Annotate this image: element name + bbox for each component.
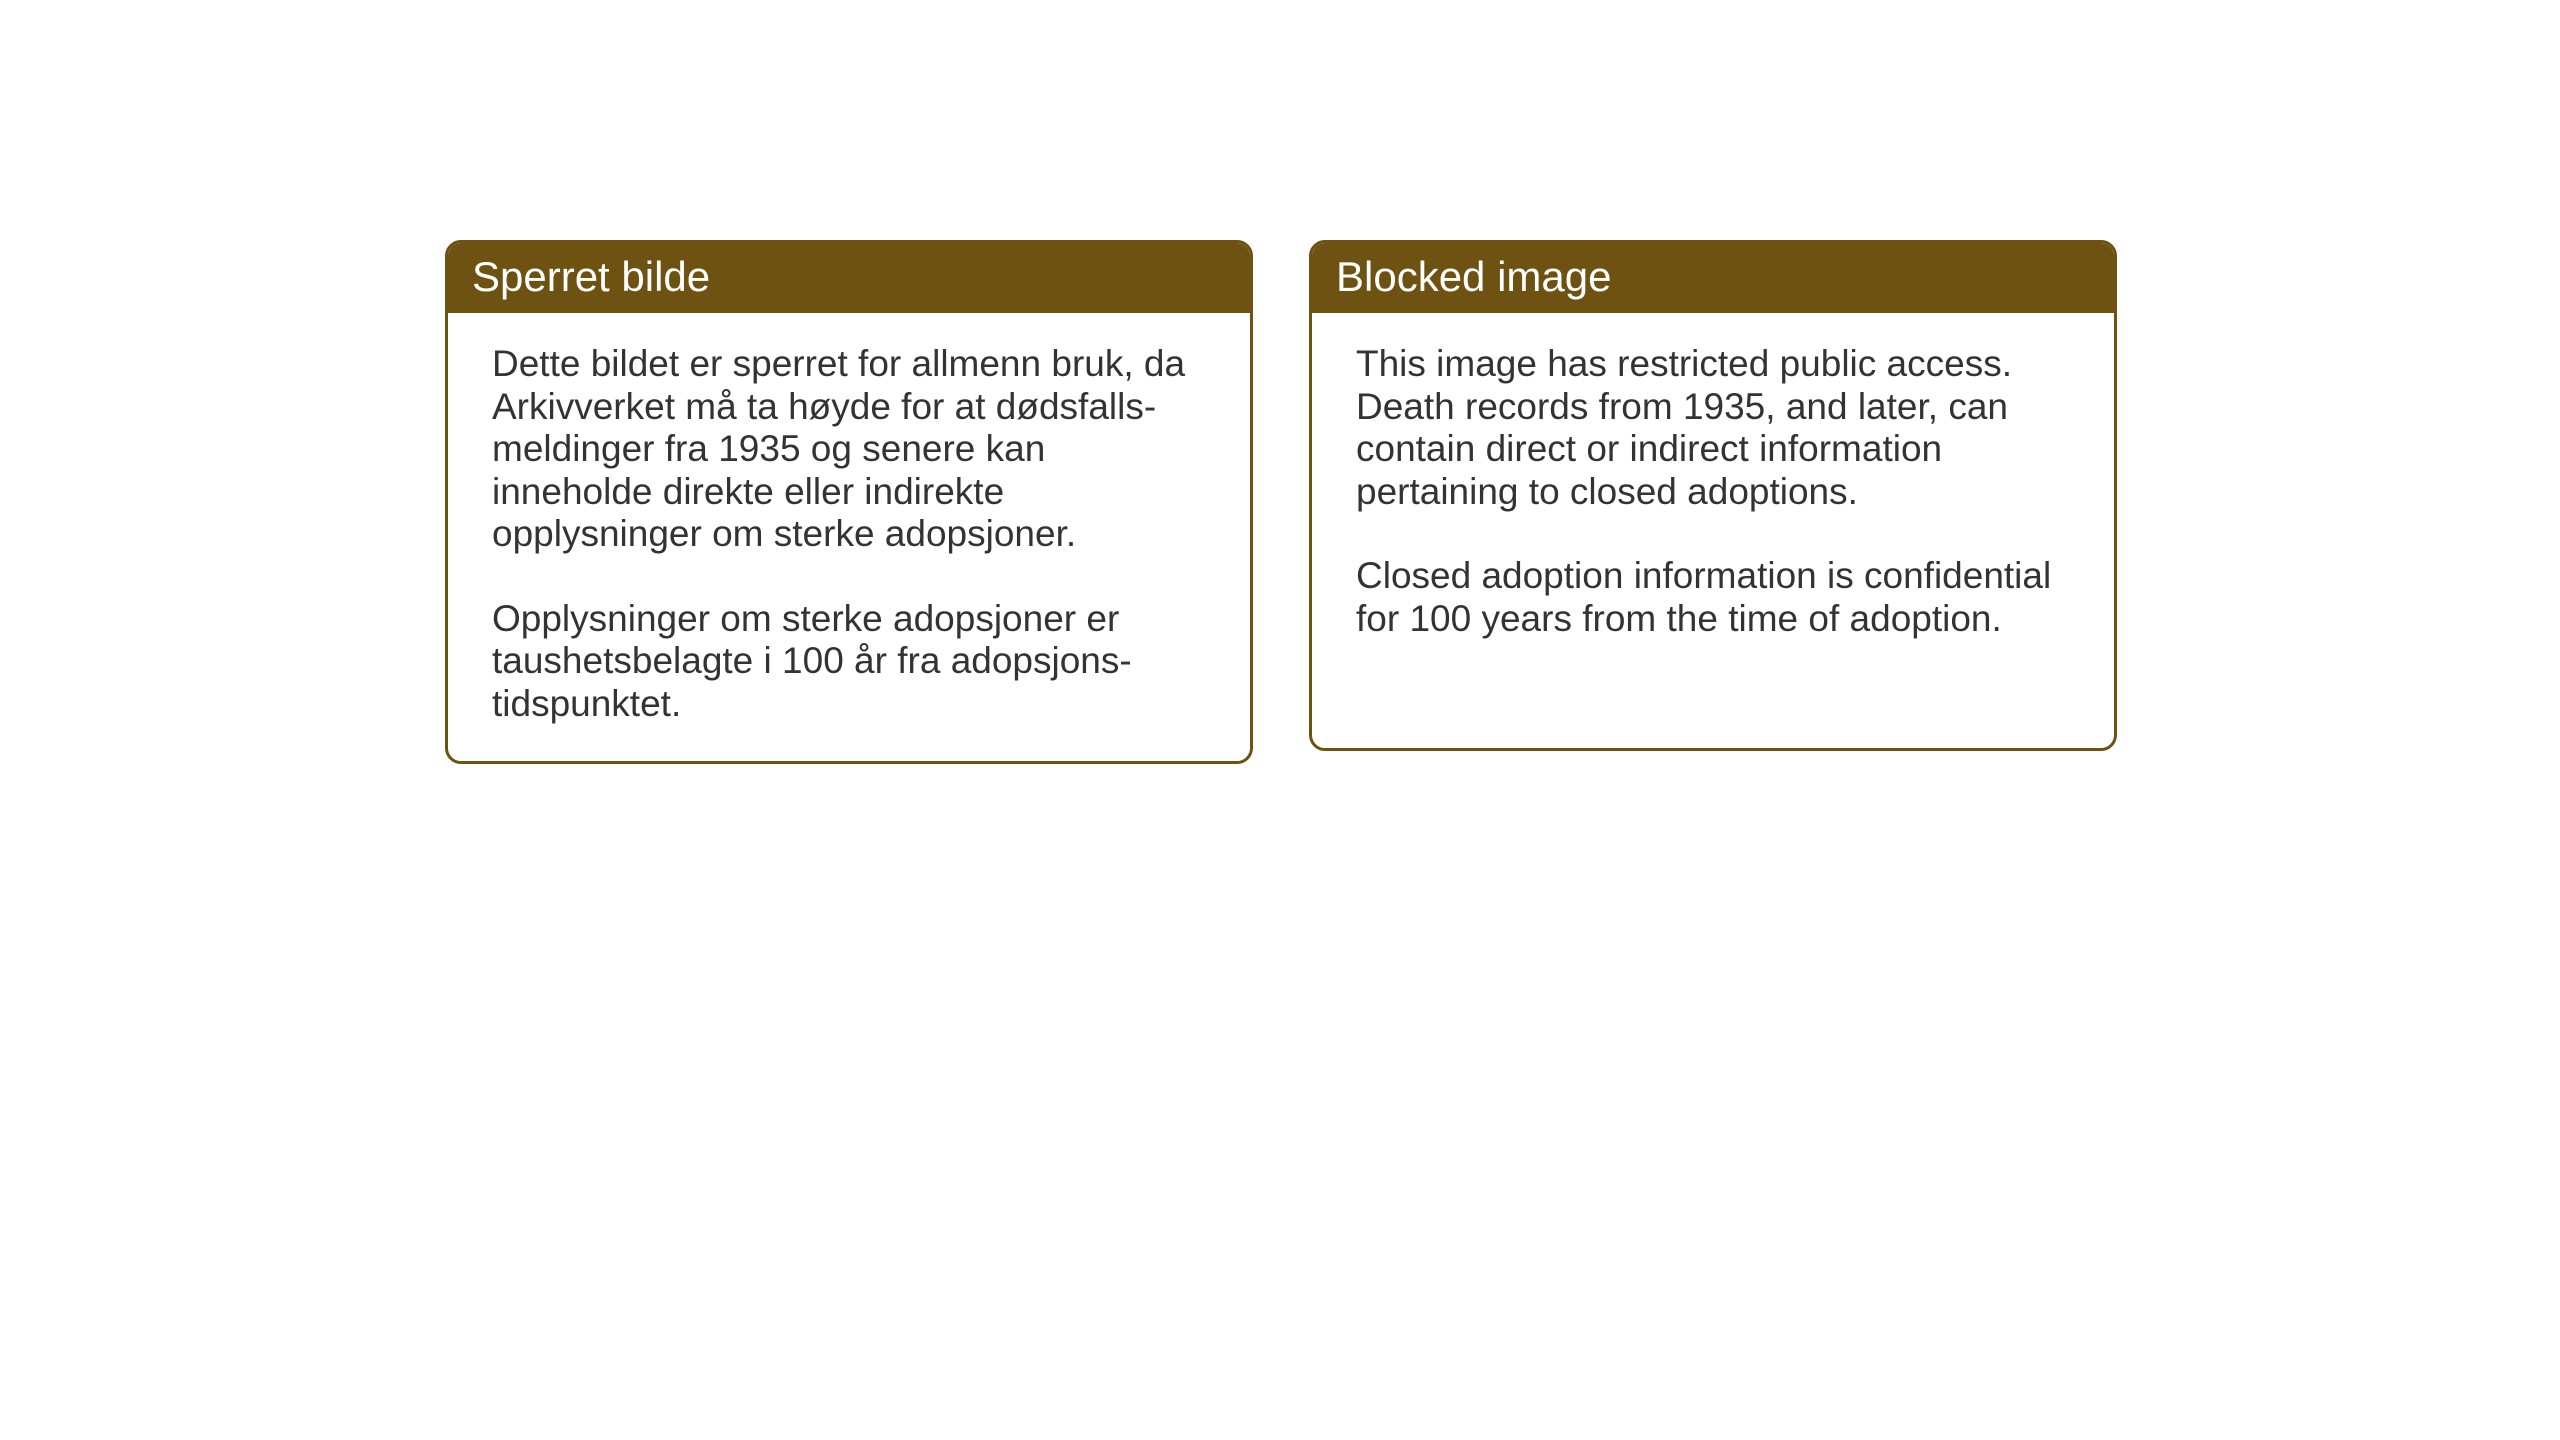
notice-cards-container: Sperret bilde Dette bildet er sperret fo… bbox=[445, 240, 2117, 764]
card-paragraph: Closed adoption information is confident… bbox=[1356, 555, 2070, 640]
card-paragraph: Opplysninger om sterke adopsjoner er tau… bbox=[492, 598, 1206, 726]
card-body-norwegian: Dette bildet er sperret for allmenn bruk… bbox=[448, 313, 1250, 761]
card-paragraph: This image has restricted public access.… bbox=[1356, 343, 2070, 513]
notice-card-english: Blocked image This image has restricted … bbox=[1309, 240, 2117, 751]
card-header-english: Blocked image bbox=[1312, 243, 2114, 313]
card-body-english: This image has restricted public access.… bbox=[1312, 313, 2114, 676]
card-header-norwegian: Sperret bilde bbox=[448, 243, 1250, 313]
notice-card-norwegian: Sperret bilde Dette bildet er sperret fo… bbox=[445, 240, 1253, 764]
card-paragraph: Dette bildet er sperret for allmenn bruk… bbox=[492, 343, 1206, 556]
